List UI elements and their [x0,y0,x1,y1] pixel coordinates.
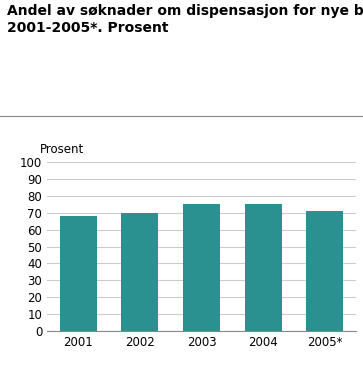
Bar [121,213,158,331]
Bar [306,211,343,331]
Bar [60,216,97,331]
Text: Andel av søknader om dispensasjon for nye bygninger i 100-metersbeltet langs sjø: Andel av søknader om dispensasjon for ny… [7,4,363,35]
Bar [245,204,282,331]
Text: Prosent: Prosent [40,144,84,156]
Bar [183,204,220,331]
